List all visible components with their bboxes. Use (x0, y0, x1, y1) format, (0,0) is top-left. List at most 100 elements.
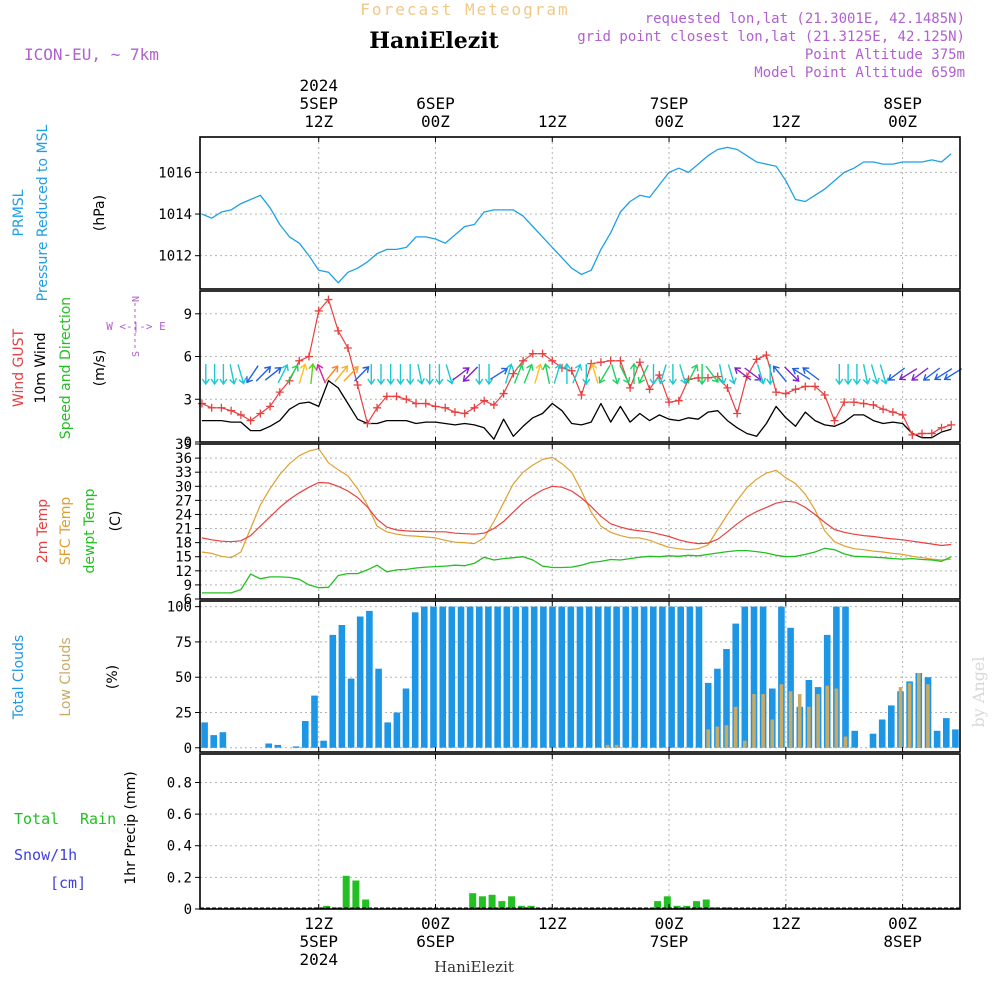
total-cloud-bar (448, 606, 456, 748)
temp-unit: (C) (108, 511, 124, 532)
total-cloud-bar (320, 740, 327, 748)
wind-gust-marker (334, 326, 343, 335)
wind-direction-arrow (879, 364, 889, 385)
y-tick-label: 50 (175, 670, 192, 686)
total-cloud-bar (210, 735, 217, 748)
y-tick-label: 75 (175, 635, 192, 651)
y-tick-label: 0.4 (167, 839, 192, 855)
low-cloud-bar (907, 682, 912, 748)
low-cloud-bar (917, 673, 921, 748)
y-tick-label: 0 (184, 741, 192, 757)
wind-direction-arrow (943, 368, 963, 381)
wind-direction-arrow (435, 364, 444, 386)
total-cloud-bar (741, 606, 749, 748)
total-cloud-bar (292, 746, 300, 748)
total-cloud-bar (530, 606, 538, 748)
wind-gust-marker (626, 383, 635, 392)
wind-direction-arrow (354, 366, 370, 382)
wind-gust-marker (499, 389, 508, 398)
compass-north: N (131, 296, 142, 302)
total-cloud-bar (888, 705, 895, 748)
wind-direction-arrow (542, 363, 551, 384)
wind-direction-arrow (734, 367, 752, 381)
wind-gust-marker (888, 408, 897, 417)
wind-direction-arrow (562, 362, 571, 384)
compass-south: S (131, 351, 142, 357)
wind-direction-arrow (718, 364, 727, 385)
time-label-bottom: 7SEP (650, 932, 689, 951)
wind-gust-marker (811, 382, 820, 391)
total-cloud-bar (933, 730, 941, 748)
total-cloud-bar (476, 606, 483, 748)
total-cloud-bar (622, 606, 630, 748)
low-cloud-bar (761, 694, 765, 748)
wind-gust-marker (314, 306, 323, 315)
time-label-bottom: 12Z (538, 914, 567, 933)
total-cloud-bar (576, 606, 584, 748)
total-cloud-bar (952, 729, 959, 748)
wind-direction-arrow (475, 364, 484, 386)
wind-gust-marker (304, 352, 313, 361)
pressure-line (201, 146, 952, 284)
total-cloud-bar (585, 606, 593, 748)
time-label-top: 12Z (538, 112, 567, 131)
wind-gust-marker (489, 400, 498, 409)
wind-gust-marker (266, 402, 275, 411)
total-cloud-bar (567, 606, 575, 748)
y-tick-label: 1012 (158, 249, 192, 265)
low-cloud-bar (779, 684, 784, 748)
low-cloud-bar (743, 740, 747, 748)
low-cloud-bar (797, 694, 802, 748)
time-label-bottom: 5SEP (299, 932, 338, 951)
wind-direction-arrow (844, 364, 853, 386)
wind-direction-arrow (367, 364, 376, 386)
wind-direction-arrow (462, 366, 479, 382)
wind-direction-arrow (504, 363, 514, 384)
total-cloud-bar (338, 625, 346, 748)
wind-direction-arrow (334, 365, 349, 383)
precip-bar (498, 901, 506, 909)
y-tick-label: 100 (167, 600, 192, 616)
wind-gust-marker (353, 381, 362, 390)
total-cloud-bar (430, 606, 437, 748)
wind-direction-arrow (406, 364, 415, 386)
y-tick-label: 0.6 (167, 807, 192, 823)
total-cloud-bar (219, 732, 227, 748)
total-cloud-bar (549, 606, 556, 748)
wind-gust-marker (723, 383, 732, 392)
wind-direction-arrow (611, 364, 620, 385)
total-cloud-bar (494, 606, 501, 748)
wind-gust-marker (840, 398, 849, 407)
total-cloud-bar (274, 744, 282, 748)
wind-direction-arrow (417, 364, 425, 386)
precip-bar (663, 896, 671, 909)
total-cloud-bar (677, 606, 684, 748)
wind-gust-marker (606, 356, 615, 365)
wind-gust-marker (869, 400, 878, 409)
cloud-panel-labels: Total Clouds Low Clouds (%) (11, 635, 121, 720)
point-altitude: Point Altitude 375m (805, 47, 965, 63)
low-cloud-bar (752, 694, 756, 748)
y-tick-label: 15 (175, 550, 192, 566)
wind-direction-arrow (513, 363, 524, 384)
temp-2m-label: 2m Temp (35, 499, 51, 563)
total-cloud-bar (558, 606, 565, 748)
total-cloud-bar (640, 606, 648, 748)
wind-direction-arrow (637, 364, 649, 384)
wind-direction-arrow (324, 365, 339, 383)
wind-gust-marker (421, 399, 430, 408)
wind-gust-marker (246, 416, 255, 425)
wind-gust-marker (412, 399, 421, 408)
pressure-unit: (hPa) (92, 195, 108, 231)
wind-gust-marker (820, 390, 829, 399)
wind-direction-arrow (489, 367, 509, 380)
wind-gust-marker (947, 420, 956, 429)
y-tick-label: 39 (175, 437, 192, 453)
y-tick-label: 0 (184, 902, 192, 918)
y-tick-label: 24 (175, 507, 192, 523)
time-label-bottom: 12Z (304, 914, 333, 933)
wind-gust-marker (703, 373, 712, 382)
closest-coords: grid point closest lon,lat (21.3125E, 42… (577, 29, 965, 45)
y-tick-label: 12 (175, 564, 192, 580)
